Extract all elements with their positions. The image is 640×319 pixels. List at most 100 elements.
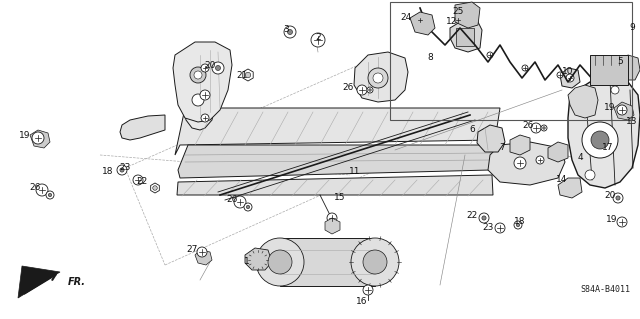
Circle shape: [582, 122, 618, 158]
Circle shape: [268, 250, 292, 274]
Circle shape: [287, 29, 292, 34]
Circle shape: [117, 165, 127, 175]
Circle shape: [479, 213, 489, 223]
Text: S84A-B4011: S84A-B4011: [580, 286, 630, 294]
Circle shape: [256, 238, 304, 286]
Text: 16: 16: [356, 298, 368, 307]
Circle shape: [246, 205, 250, 209]
Text: 8: 8: [427, 54, 433, 63]
Polygon shape: [195, 250, 212, 265]
Circle shape: [190, 67, 206, 83]
Polygon shape: [617, 55, 640, 80]
Circle shape: [522, 65, 528, 71]
Circle shape: [543, 127, 545, 129]
Circle shape: [363, 250, 387, 274]
Circle shape: [617, 105, 627, 115]
Circle shape: [514, 157, 526, 169]
Circle shape: [591, 131, 609, 149]
Circle shape: [495, 223, 505, 233]
Text: 20: 20: [604, 190, 616, 199]
Circle shape: [373, 73, 383, 83]
Polygon shape: [325, 218, 340, 234]
Text: 18: 18: [515, 218, 525, 226]
Bar: [280, 238, 375, 286]
Polygon shape: [18, 266, 60, 298]
Polygon shape: [177, 175, 493, 195]
Polygon shape: [614, 102, 634, 120]
Text: 10: 10: [563, 68, 573, 77]
Circle shape: [369, 89, 371, 91]
Polygon shape: [245, 248, 272, 270]
Text: 18: 18: [102, 167, 114, 176]
Text: 26: 26: [29, 183, 41, 192]
Circle shape: [133, 175, 143, 185]
Polygon shape: [560, 68, 580, 88]
Circle shape: [616, 196, 620, 200]
Circle shape: [514, 221, 522, 229]
Polygon shape: [173, 42, 232, 122]
Polygon shape: [510, 135, 530, 155]
Circle shape: [368, 68, 388, 88]
Text: 5: 5: [617, 57, 623, 66]
Circle shape: [617, 217, 627, 227]
Circle shape: [363, 285, 373, 295]
Polygon shape: [455, 2, 480, 28]
Text: 7: 7: [499, 144, 505, 152]
Polygon shape: [150, 183, 159, 193]
Text: 11: 11: [349, 167, 361, 176]
Circle shape: [351, 238, 399, 286]
Polygon shape: [410, 12, 435, 35]
Circle shape: [197, 247, 207, 257]
Text: 26: 26: [342, 84, 354, 93]
Text: 14: 14: [556, 175, 568, 184]
Text: 23: 23: [483, 224, 493, 233]
Text: 6: 6: [469, 125, 475, 135]
Polygon shape: [178, 145, 495, 178]
Polygon shape: [120, 115, 165, 140]
Circle shape: [487, 52, 493, 58]
Polygon shape: [548, 142, 568, 162]
Circle shape: [200, 90, 210, 100]
Text: 19: 19: [19, 130, 31, 139]
Circle shape: [212, 62, 224, 74]
Polygon shape: [477, 125, 505, 152]
Polygon shape: [354, 52, 408, 102]
Bar: [390, 2, 632, 120]
Circle shape: [36, 184, 48, 196]
Circle shape: [417, 17, 423, 23]
Text: 2: 2: [315, 33, 321, 42]
Circle shape: [327, 213, 337, 223]
Circle shape: [357, 85, 367, 95]
Text: 13: 13: [627, 117, 637, 127]
Text: 25: 25: [452, 8, 464, 17]
Circle shape: [536, 156, 544, 164]
Circle shape: [120, 168, 124, 172]
Text: 27: 27: [186, 246, 198, 255]
Bar: [456, 28, 474, 46]
Polygon shape: [558, 178, 582, 198]
Text: 17: 17: [602, 144, 614, 152]
Circle shape: [201, 114, 209, 122]
Polygon shape: [175, 108, 500, 155]
Circle shape: [46, 191, 54, 199]
Circle shape: [613, 193, 623, 203]
Text: 19: 19: [606, 216, 618, 225]
Circle shape: [557, 72, 563, 78]
Text: 26: 26: [522, 121, 534, 130]
Text: 4: 4: [577, 153, 583, 162]
Circle shape: [49, 193, 52, 197]
Circle shape: [455, 17, 461, 23]
Text: 22: 22: [467, 211, 477, 219]
Circle shape: [284, 26, 296, 38]
Circle shape: [201, 64, 209, 72]
Circle shape: [216, 65, 221, 70]
Polygon shape: [30, 130, 50, 148]
Circle shape: [194, 71, 202, 79]
Circle shape: [32, 132, 44, 144]
Circle shape: [244, 203, 252, 211]
Circle shape: [531, 123, 541, 133]
Text: FR.: FR.: [68, 277, 86, 287]
Circle shape: [311, 33, 325, 47]
Polygon shape: [488, 142, 565, 185]
Circle shape: [566, 74, 574, 82]
